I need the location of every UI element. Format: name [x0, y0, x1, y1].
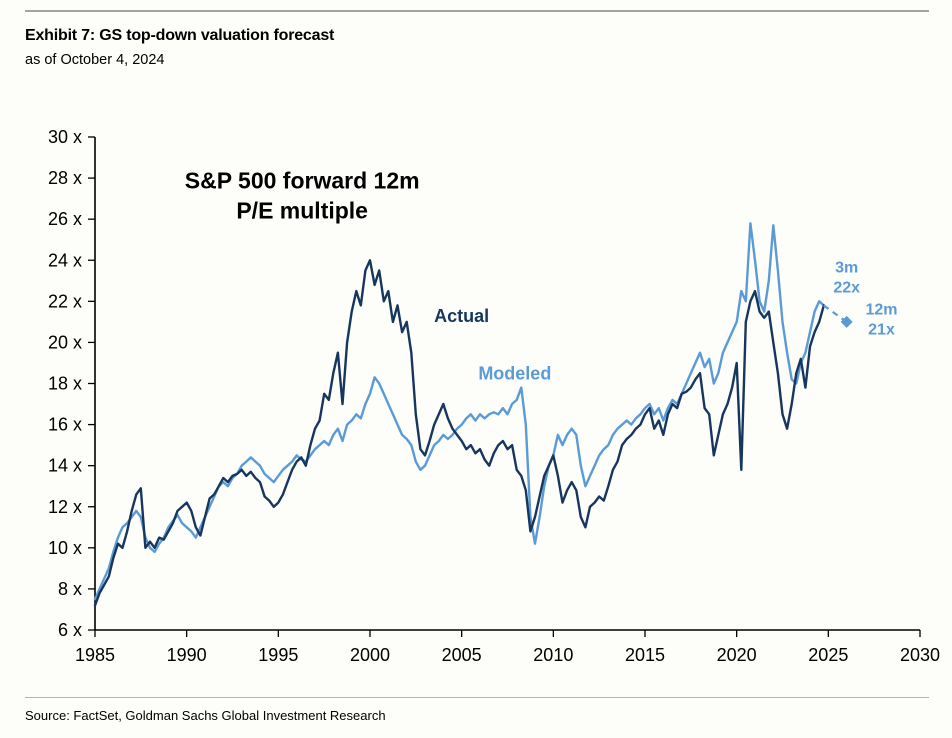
- exhibit-date: as of October 4, 2024: [25, 52, 165, 68]
- y-axis-tick-label: 22 x: [48, 291, 82, 311]
- y-axis-tick-label: 26 x: [48, 209, 82, 229]
- pe-multiple-chart: 6 x 8 x 10 x 12 x 14 x 16 x 18 x 20 x 22 x 24 x 26…: [48, 127, 940, 665]
- x-axis-tick-label: 2020: [717, 645, 757, 665]
- forecast-diamond-marker: [840, 315, 853, 328]
- series-label-modeled: Modeled: [478, 363, 551, 383]
- y-axis-tick-label: 14 x: [48, 456, 82, 476]
- y-axis-tick-label: 20 x: [48, 332, 82, 352]
- x-axis-tick-label: 2025: [808, 645, 848, 665]
- y-axis-tick-label: 28 x: [48, 168, 82, 188]
- exhibit-title: Exhibit 7: GS top-down valuation forecas…: [25, 27, 335, 44]
- y-axis-tick-label: 6 x: [58, 620, 82, 640]
- chart-title: P/E multiple: [236, 197, 368, 223]
- y-axis-tick-label: 30 x: [48, 127, 82, 147]
- x-axis-tick-label: 2030: [900, 645, 940, 665]
- x-axis-tick-label: 2005: [442, 645, 482, 665]
- forecast-annotation: 22x: [833, 280, 860, 297]
- y-axis-tick-label: 8 x: [58, 579, 82, 599]
- x-axis-tick-label: 2010: [533, 645, 573, 665]
- chart-area: 6 x 8 x 10 x 12 x 14 x 16 x 18 x 20 x 22 x 24 x 26…: [0, 117, 952, 692]
- y-axis-tick-label: 10 x: [48, 538, 82, 558]
- forecast-annotation: 12m: [865, 302, 897, 319]
- x-axis-tick-label: 1995: [258, 645, 298, 665]
- forecast-annotation: 3m: [835, 260, 858, 277]
- chart-title: S&P 500 forward 12m: [185, 167, 420, 193]
- bottom-divider: [25, 697, 929, 698]
- x-axis-tick-label: 1990: [167, 645, 207, 665]
- series-line-modeled: [93, 222, 825, 601]
- x-axis-tick-label: 2000: [350, 645, 390, 665]
- y-axis-tick-label: 24 x: [48, 250, 82, 270]
- x-axis-tick-label: 1985: [75, 645, 115, 665]
- y-axis-tick-label: 16 x: [48, 415, 82, 435]
- forecast-dashed-line: [823, 304, 848, 323]
- forecast-annotation: 21x: [868, 322, 895, 339]
- series-label-actual: Actual: [434, 306, 489, 326]
- y-axis-tick-label: 12 x: [48, 497, 82, 517]
- series-line-actual: [93, 259, 825, 607]
- top-divider: [25, 10, 929, 12]
- x-axis-tick-label: 2015: [625, 645, 665, 665]
- y-axis-tick-label: 18 x: [48, 374, 82, 394]
- source-note: Source: FactSet, Goldman Sachs Global In…: [25, 708, 386, 723]
